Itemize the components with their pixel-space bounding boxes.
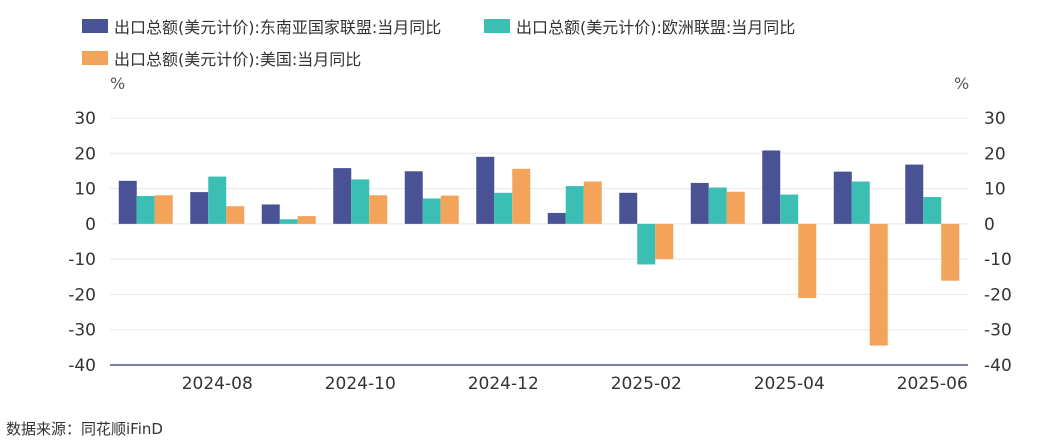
y-tick-label-left: 0 (85, 215, 96, 235)
bar-us (941, 223, 960, 281)
x-tick-label: 2025-04 (754, 374, 825, 394)
bar-us (369, 195, 388, 224)
y-tick-label-left: 30 (74, 109, 96, 129)
bar-us (440, 195, 459, 224)
bar-us (583, 181, 602, 224)
x-tick-label: 2025-02 (611, 374, 682, 394)
bar-us (297, 216, 316, 224)
bar-asean (833, 171, 852, 224)
legend-swatch-us (82, 51, 108, 65)
source-note: 数据来源：同花顺iFinD (6, 420, 163, 438)
x-tick-label: 2025-06 (897, 374, 968, 394)
x-tick-label: 2024-08 (182, 374, 253, 394)
y-tick-label-left: 20 (74, 144, 96, 164)
y-tick-label-left: -10 (68, 250, 96, 270)
y-tick-label-right: -30 (984, 321, 1012, 341)
bar-eu (780, 194, 799, 224)
bar-us (226, 206, 245, 224)
bar-asean (333, 168, 352, 224)
bar-eu (637, 223, 656, 265)
bar-eu (494, 192, 513, 224)
bar-asean (118, 180, 137, 224)
legend-item-asean[interactable]: 出口总额(美元计价):东南亚国家联盟:当月同比 (82, 14, 441, 38)
y-tick-label-right: 20 (984, 144, 1006, 164)
bar-eu (923, 197, 942, 224)
legend-item-us[interactable]: 出口总额(美元计价):美国:当月同比 (82, 46, 361, 70)
y-tick-label-left: -40 (68, 356, 96, 376)
y-tick-label-right: -20 (984, 285, 1012, 305)
bar-asean (905, 164, 924, 224)
legend-label-us: 出口总额(美元计价):美国:当月同比 (114, 50, 362, 69)
bar-asean (619, 192, 638, 224)
bar-us (154, 195, 173, 224)
bar-eu (851, 181, 870, 224)
legend-item-eu[interactable]: 出口总额(美元计价):欧洲联盟:当月同比 (484, 14, 795, 38)
legend-label-eu: 出口总额(美元计价):欧洲联盟:当月同比 (516, 18, 796, 37)
y-tick-label-right: 10 (984, 180, 1006, 200)
bar-us (869, 223, 888, 346)
x-tick-label: 2024-12 (468, 374, 539, 394)
legend-swatch-eu (484, 19, 510, 33)
bar-asean (762, 150, 781, 224)
bar-eu (136, 195, 155, 224)
bar-us (655, 223, 674, 260)
y-tick-label-right: 0 (984, 215, 995, 235)
bar-us (512, 168, 531, 224)
y-tick-label-left: -30 (68, 321, 96, 341)
bar-asean (547, 212, 566, 224)
bar-asean (404, 171, 423, 224)
y-tick-label-right: -40 (984, 356, 1012, 376)
bar-asean (476, 156, 495, 224)
bar-eu (422, 198, 441, 224)
y-tick-label-left: 10 (74, 180, 96, 200)
bar-us (798, 223, 817, 298)
bar-asean (190, 192, 209, 224)
y-tick-label-right: 30 (984, 109, 1006, 129)
y-tick-label-right: -10 (984, 250, 1012, 270)
legend-swatch-asean (82, 19, 108, 33)
right-axis-unit: % (954, 74, 970, 93)
bar-eu (208, 176, 227, 224)
legend-label-asean: 出口总额(美元计价):东南亚国家联盟:当月同比 (114, 18, 442, 37)
bar-eu (565, 186, 584, 224)
bar-eu (279, 219, 298, 224)
bar-asean (690, 182, 709, 224)
left-axis-unit: % (110, 74, 126, 93)
x-tick-label: 2024-10 (325, 374, 396, 394)
bar-eu (708, 187, 727, 224)
bar-us (726, 191, 745, 224)
bar-asean (261, 204, 280, 224)
y-tick-label-left: -20 (68, 285, 96, 305)
bar-eu (351, 179, 370, 224)
